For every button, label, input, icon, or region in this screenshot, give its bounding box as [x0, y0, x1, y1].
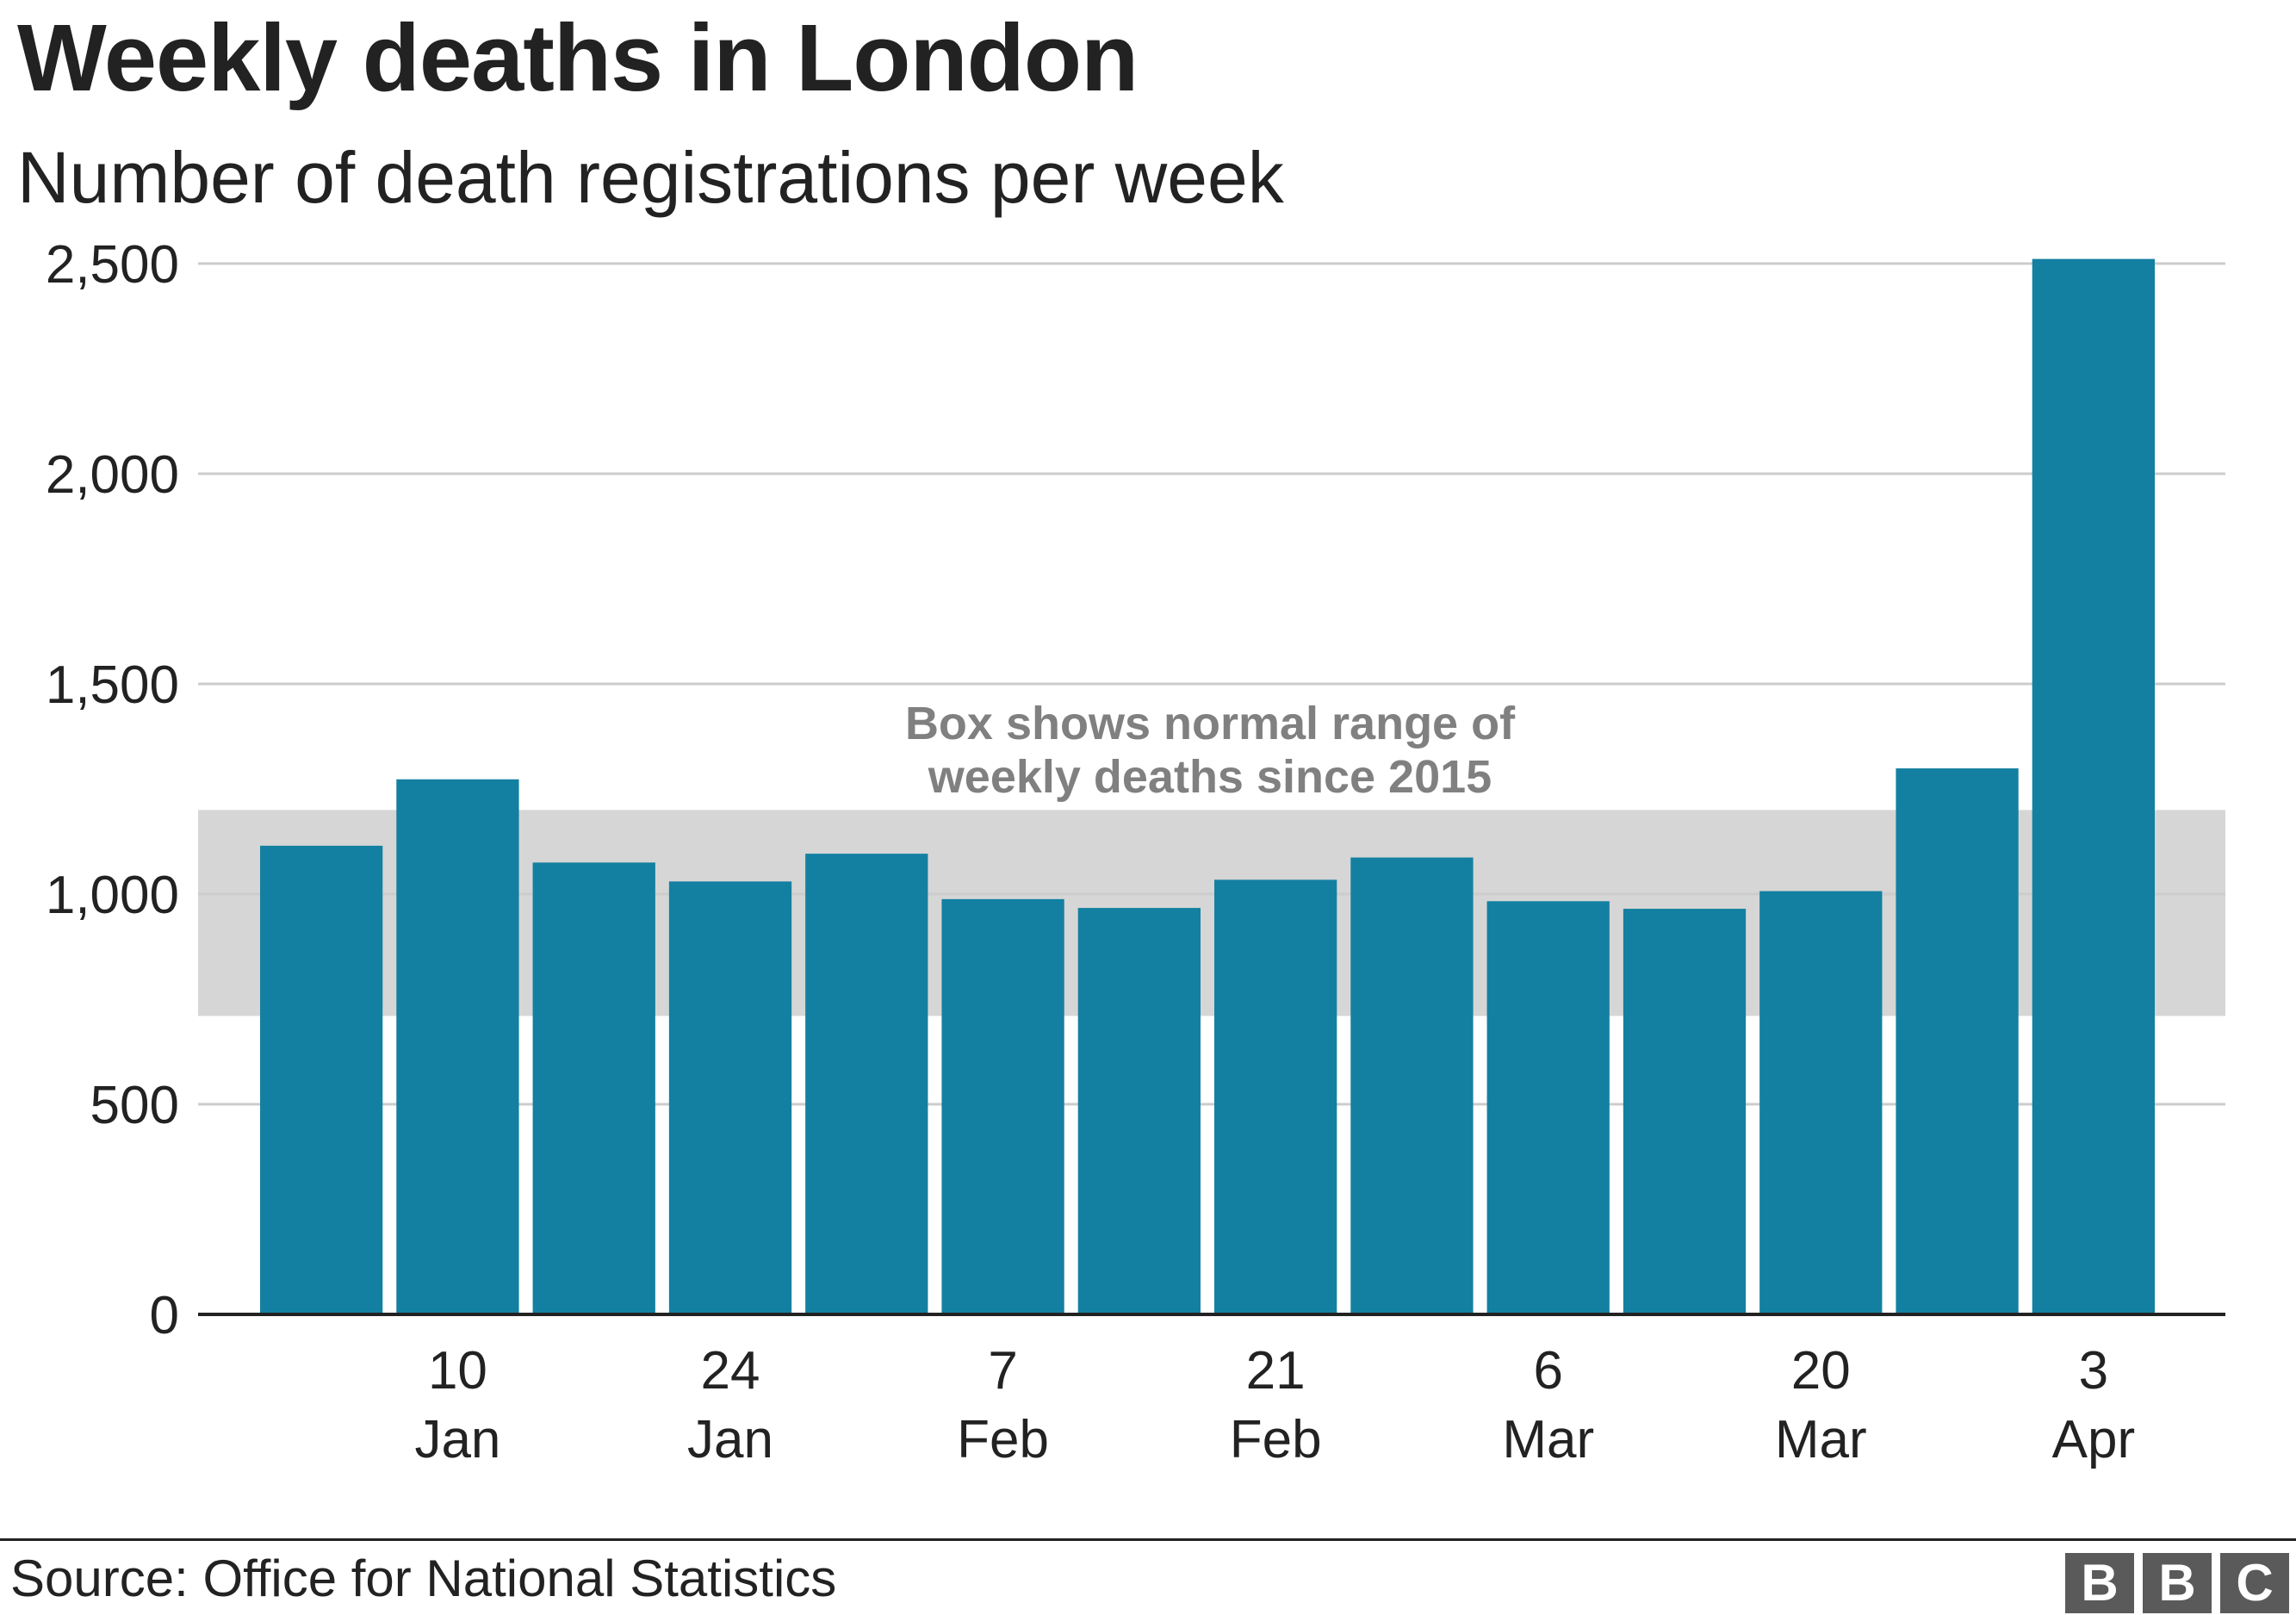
bars: [260, 258, 2155, 1315]
bar: [2032, 258, 2155, 1315]
logo-letter-b2: B: [2143, 1553, 2212, 1613]
annotation-text: weekly deaths since 2015: [928, 751, 1492, 803]
bar: [1623, 909, 1747, 1314]
bar: [396, 779, 519, 1314]
x-axis-labels: 10 Jan 24 Jan 7 Feb 21 Feb 6 Mar 20 Mar 3 Apr: [414, 1341, 2135, 1469]
x-tick-day: 3: [2079, 1341, 2108, 1401]
bar: [1077, 908, 1201, 1314]
bar: [1214, 879, 1337, 1314]
bar: [260, 845, 383, 1314]
logo-letter-b1: B: [2065, 1553, 2134, 1613]
y-tick-label: 0: [150, 1286, 179, 1345]
y-axis-labels: 0 500 1,000 1,500 2,000 2,500: [46, 235, 179, 1345]
x-tick-month: Feb: [1230, 1410, 1322, 1469]
y-tick-label: 2,000: [46, 445, 179, 505]
x-tick-day: 6: [1533, 1341, 1562, 1401]
bar: [1759, 891, 1883, 1314]
logo-letter-c: C: [2220, 1553, 2289, 1613]
y-tick-label: 1,500: [46, 655, 179, 715]
x-tick-day: 7: [988, 1341, 1017, 1401]
y-tick-label: 1,000: [46, 866, 179, 925]
x-tick-month: Jan: [414, 1410, 500, 1469]
footer-divider: [0, 1538, 2296, 1541]
bbc-logo: B B C: [2065, 1553, 2289, 1613]
x-tick-month: Mar: [1775, 1410, 1867, 1469]
x-tick-month: Feb: [957, 1410, 1049, 1469]
x-tick-day: 21: [1246, 1341, 1306, 1401]
x-tick-month: Mar: [1502, 1410, 1594, 1469]
bar: [668, 881, 792, 1314]
bar-chart: 0 500 1,000 1,500 2,000 2,500 Box shows norma…: [46, 235, 2225, 1469]
y-tick-label: 2,500: [46, 235, 179, 295]
bar: [1486, 901, 1610, 1314]
y-tick-label: 500: [90, 1076, 179, 1135]
bar: [805, 854, 928, 1314]
x-tick-month: Apr: [2052, 1410, 2135, 1469]
bar: [941, 898, 1064, 1314]
bar: [1350, 857, 1474, 1314]
bar: [532, 862, 655, 1314]
x-tick-day: 20: [1791, 1341, 1851, 1401]
bar: [1896, 768, 2019, 1314]
x-tick-day: 10: [428, 1341, 487, 1401]
x-tick-day: 24: [701, 1341, 760, 1401]
annotation-text: Box shows normal range of: [905, 698, 1516, 749]
source-note: Source: Office for National Statistics: [10, 1550, 837, 1607]
chart-title: Weekly deaths in London: [17, 5, 1139, 111]
chart-subtitle: Number of death registrations per week: [17, 137, 1284, 218]
x-tick-month: Jan: [687, 1410, 773, 1469]
